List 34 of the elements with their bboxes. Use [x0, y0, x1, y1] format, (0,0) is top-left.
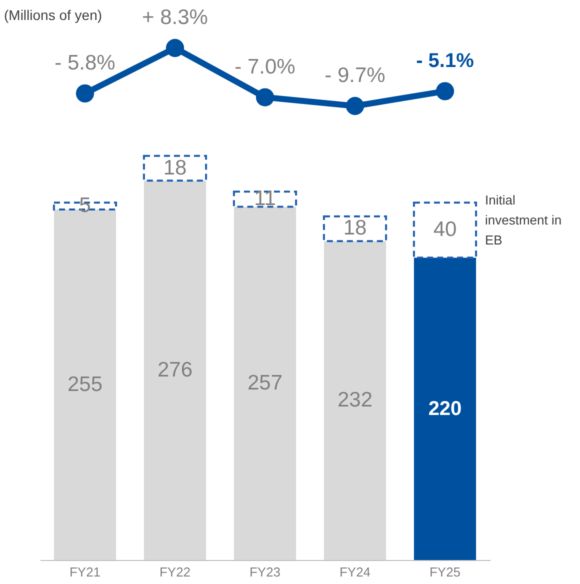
data-label: 276 — [157, 358, 193, 382]
x-tick-label: FY25 — [429, 564, 461, 580]
point — [346, 96, 364, 116]
data-label: - 5.8% — [54, 51, 116, 74]
data-label: 18 — [343, 216, 367, 240]
x-tick-label: FY22 — [159, 564, 191, 580]
data-label: 220 — [428, 398, 462, 420]
bar — [414, 258, 476, 560]
data-label: 255 — [67, 372, 103, 396]
data-label: - 9.7% — [324, 64, 386, 87]
bar — [412, 202, 478, 259]
bar — [324, 241, 386, 560]
data-label: - 7.0% — [234, 55, 296, 78]
bar — [142, 154, 208, 182]
data-label: 232 — [337, 388, 373, 412]
point — [436, 82, 454, 100]
point — [76, 84, 94, 102]
data-label: + 8.3% — [142, 6, 208, 30]
bar — [234, 206, 296, 560]
point — [256, 88, 274, 106]
bar — [144, 180, 206, 560]
bar — [322, 215, 388, 242]
data-label: 18 — [163, 156, 187, 180]
x-tick-label: FY21 — [69, 564, 101, 580]
data-label: - 5.1% — [416, 50, 474, 72]
point — [166, 38, 184, 58]
data-label: 257 — [247, 371, 283, 394]
bar — [232, 190, 298, 208]
data-label: 40 — [433, 218, 457, 242]
x-tick-label: FY24 — [339, 564, 371, 580]
data-label: 11 — [254, 187, 276, 210]
x-tick-label: FY23 — [249, 564, 281, 580]
series-label: Initial investment in EB — [485, 192, 562, 248]
text: (Millions of yen) — [4, 7, 102, 23]
